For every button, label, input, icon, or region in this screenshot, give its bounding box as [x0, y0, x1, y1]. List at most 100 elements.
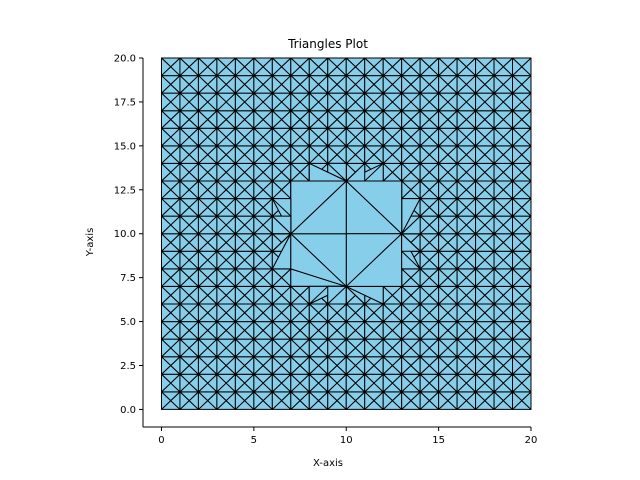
mesh-triangle [216, 391, 227, 410]
mesh-triangle [493, 373, 504, 393]
mesh-triangle [234, 110, 246, 129]
mesh-triangle [308, 321, 320, 340]
mesh-triangle [493, 127, 504, 147]
mesh-triangle [512, 162, 523, 182]
mesh-triangle [475, 268, 486, 287]
mesh-triangle [216, 373, 227, 393]
mesh-triangle [160, 110, 172, 129]
mesh-triangle [419, 373, 430, 393]
mesh-triangle [512, 303, 523, 323]
mesh-triangle [160, 268, 172, 287]
mesh-triangle [493, 268, 504, 287]
mesh-triangle [253, 285, 264, 305]
mesh-triangle [179, 356, 190, 375]
mesh-triangle [512, 268, 523, 287]
mesh-triangle [456, 198, 467, 217]
mesh-triangle [216, 198, 227, 217]
mesh-triangle [160, 127, 172, 147]
mesh-triangle [179, 110, 190, 129]
mesh-triangle [253, 356, 264, 375]
mesh-triangle [271, 338, 283, 358]
mesh-triangle [234, 57, 246, 77]
mesh-triangle [512, 180, 523, 200]
mesh-triangle [456, 250, 467, 270]
mesh-triangle [160, 57, 172, 77]
mesh-triangle [253, 198, 264, 217]
mesh-triangle [216, 356, 227, 375]
mesh-triangle [234, 127, 246, 147]
mesh-triangle [345, 75, 356, 94]
mesh-triangle [438, 373, 449, 393]
mesh-triangle [401, 285, 412, 305]
mesh-triangle [290, 145, 301, 164]
mesh-triangle [308, 145, 320, 164]
mesh-triangle [179, 180, 190, 200]
mesh-triangle [438, 303, 449, 323]
mesh-triangle [493, 285, 504, 305]
mesh-triangle [419, 180, 430, 200]
mesh-triangle [197, 215, 209, 235]
mesh-triangle [253, 391, 264, 410]
mesh-triangle [197, 303, 209, 323]
mesh-triangle [234, 180, 246, 200]
mesh-triangle [493, 391, 504, 410]
y-tick-label: 0.0 [120, 405, 136, 416]
y-tick-label: 5.0 [120, 317, 136, 328]
mesh-triangle [160, 75, 172, 94]
mesh-triangle [290, 338, 301, 358]
mesh-triangle [382, 57, 393, 77]
mesh-triangle [216, 303, 227, 323]
mesh-triangle [308, 356, 320, 375]
mesh-triangle [253, 145, 264, 164]
x-tick-label: 20 [525, 435, 538, 446]
mesh-triangle [493, 92, 504, 112]
mesh-triangle [475, 145, 486, 164]
mesh-triangle [438, 250, 449, 270]
mesh-triangle [253, 321, 264, 340]
mesh-triangle [290, 162, 301, 182]
mesh-triangle [364, 57, 375, 77]
mesh-triangle [234, 75, 246, 94]
mesh-triangle [512, 198, 523, 217]
mesh-triangle [327, 373, 338, 393]
mesh-triangle [438, 110, 449, 129]
mesh-triangle [512, 75, 523, 94]
mesh-triangle [475, 233, 486, 252]
mesh-triangle [456, 373, 467, 393]
mesh-triangle [179, 373, 190, 393]
mesh-triangle [401, 391, 412, 410]
mesh-triangle [438, 145, 449, 164]
mesh-triangle [493, 198, 504, 217]
mesh-triangle [364, 75, 375, 94]
mesh-triangle [456, 356, 467, 375]
mesh-triangle [308, 75, 320, 94]
mesh-triangle [253, 180, 264, 200]
mesh-triangle [419, 127, 430, 147]
mesh-triangle [419, 250, 430, 270]
mesh-triangle [197, 110, 209, 129]
mesh-triangle [160, 215, 172, 235]
mesh-triangle [216, 145, 227, 164]
mesh-triangle [438, 356, 449, 375]
mesh-triangle [364, 338, 375, 358]
mesh-triangle [419, 57, 430, 77]
mesh-triangle [197, 373, 209, 393]
mesh-triangle [438, 92, 449, 112]
mesh-triangle [438, 233, 449, 252]
mesh-triangle [216, 250, 227, 270]
mesh-triangle [253, 127, 264, 147]
mesh-triangle [253, 303, 264, 323]
mesh-triangle [364, 303, 375, 323]
mesh-triangle [216, 180, 227, 200]
mesh-triangle [216, 75, 227, 94]
mesh-triangle [382, 145, 393, 164]
mesh-triangle [253, 338, 264, 358]
mesh-triangle [493, 321, 504, 340]
mesh-triangle [364, 127, 375, 147]
mesh-triangle [493, 215, 504, 235]
y-tick-label: 17.5 [114, 97, 136, 108]
mesh-triangle [456, 57, 467, 77]
mesh-triangle [382, 303, 393, 323]
mesh-triangle [475, 285, 486, 305]
mesh-triangle [364, 356, 375, 375]
